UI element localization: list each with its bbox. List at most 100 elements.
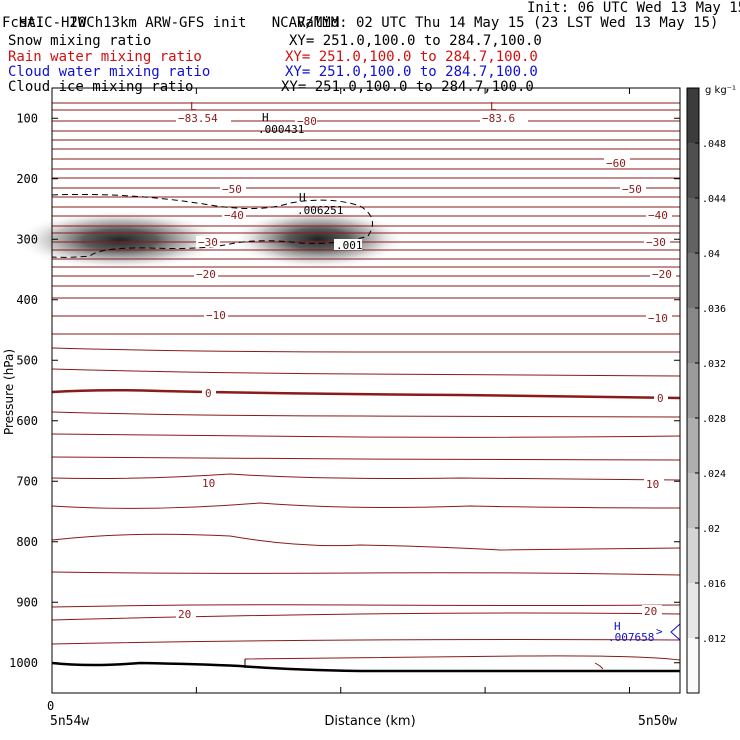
model-title: HAIC-HIWC 13km ARW-GFS init NCAR/MMM — [18, 15, 340, 31]
y-tick-label: 100 — [16, 111, 38, 125]
isotherm-line — [51, 388, 681, 400]
plot-frame — [51, 87, 681, 694]
colorbar-frame — [686, 87, 700, 694]
contour-label: 0 — [657, 392, 664, 405]
isotherm-line — [51, 571, 681, 576]
low-marker: L — [490, 100, 497, 113]
colorbar-tick-label: .012 — [702, 634, 726, 645]
x-tick-label-start: 0 — [47, 699, 54, 713]
contour-label: −30 — [646, 236, 666, 249]
contour-label: −60 — [606, 157, 626, 170]
isotherm-line — [51, 347, 680, 353]
colorbar-segment — [687, 198, 699, 253]
contour-label: −80 — [297, 115, 317, 128]
contour-label: −83.6 — [482, 112, 515, 125]
high-marker: H — [262, 111, 269, 124]
contour-label: −83.54 — [178, 112, 218, 125]
y-tick-label: 300 — [16, 232, 38, 246]
colorbar-tick-label: .024 — [702, 469, 726, 480]
contour-label: −30 — [198, 236, 218, 249]
colorbar-segment — [687, 88, 699, 143]
title-line: HAIC-HIWC 13km ARW-GFS init NCAR/MMM — [2, 1, 339, 31]
contour-label: −40 — [648, 209, 668, 222]
isotherm-line — [51, 433, 681, 438]
colorbar-tick-label: .048 — [702, 139, 726, 150]
forecast-hour: Fcst: 20 h — [2, 15, 104, 31]
snow-shading — [15, 209, 406, 270]
cloud-ice-contour-line — [51, 193, 373, 258]
colorbar-segment — [687, 583, 699, 638]
y-tick-label: 600 — [16, 414, 38, 428]
isotherm-line — [51, 411, 681, 418]
isotherm-line — [51, 473, 681, 481]
colorbar-tick-label: .044 — [702, 194, 726, 205]
high-marker: H — [299, 191, 306, 204]
cloud-water-wedge — [670, 623, 681, 641]
y-axis-label: Pressure (hPa) — [2, 349, 16, 435]
x-location-right: 5n50w — [638, 714, 677, 729]
isotherm-line — [51, 639, 681, 645]
colorbar-segment — [687, 363, 699, 418]
colorbar-segment — [687, 418, 699, 473]
colorbar-tick-label: .032 — [702, 359, 726, 370]
y-tick-label: 400 — [16, 293, 38, 307]
field-snow-xy: XY= 251.0,100.0 to 284.7,100.0 — [289, 33, 542, 49]
isotherm-line — [51, 612, 681, 621]
low-marker: L — [190, 100, 197, 113]
contour-label: 10 — [202, 477, 215, 490]
y-tick-label: 700 — [16, 474, 38, 488]
field-cloudwater-xy: XY= 251.0,100.0 to 284.7,100.0 — [285, 64, 538, 80]
isotherm-line — [51, 456, 681, 461]
colorbar-tick-label: .036 — [702, 304, 726, 315]
contour-label: −20 — [652, 268, 672, 281]
colorbar-tick-label: .04 — [702, 249, 720, 260]
temperature-contours — [51, 102, 681, 661]
colorbar-segment — [687, 308, 699, 363]
field-cloudice-name: Cloud ice mixing ratio — [8, 79, 194, 95]
isotherm-line — [51, 604, 681, 608]
contour-label: 0 — [205, 387, 212, 400]
colorbar-segment — [687, 143, 699, 198]
colorbar-segment — [687, 638, 699, 693]
contour-label: −20 — [196, 268, 216, 281]
init-time: Init: 06 UTC Wed 13 May 15 — [527, 0, 740, 16]
colorbar-segment — [687, 528, 699, 583]
field-cloudice-xy: XY= 251.0,100.0 to 284.7,100.0 — [281, 79, 534, 95]
colorbar-tick-label: .02 — [702, 524, 720, 535]
field-snow-name: Snow mixing ratio — [8, 33, 152, 49]
contour-label: −50 — [622, 183, 642, 196]
isotherm-line — [51, 533, 681, 551]
contour-label: −50 — [222, 183, 242, 196]
contour-value-label: .001 — [336, 239, 363, 252]
arrow-glyph: > — [656, 625, 663, 638]
x-axis-label: Distance (km) — [324, 714, 415, 729]
ground-surface — [51, 661, 680, 673]
contour-label: 20 — [644, 605, 657, 618]
temperature-labels: −83.54 −83.6 −80 −60 −50 −50 −40 −40 −30… — [178, 112, 672, 621]
colorbar-segment — [687, 473, 699, 528]
colorbar: .048 .044 .04 .036 .032 .028 .024 .02 .016 .012 — [686, 87, 726, 694]
y-tick-label: 200 — [16, 172, 38, 186]
contour-label: −10 — [206, 309, 226, 322]
high-value: .006251 — [297, 204, 343, 217]
extrema-labels: L L H .000431 H .006251 .001 H .007658 > — [190, 100, 663, 644]
high-value: .007658 — [608, 631, 654, 644]
isotherm-line — [51, 502, 681, 509]
snow-maximum-middle — [230, 209, 406, 269]
colorbar-segment — [687, 253, 699, 308]
colorbar-tick-label: .016 — [702, 579, 726, 590]
x-axis — [195, 88, 630, 693]
cloud-ice-contour — [51, 193, 373, 258]
contour-label: −10 — [648, 312, 668, 325]
label-masks — [176, 112, 676, 619]
small-hook — [594, 662, 604, 670]
y-tick-label: 900 — [16, 595, 38, 609]
valid-time: Valid: 02 UTC Thu 14 May 15 (23 LST Wed … — [297, 15, 719, 31]
contour-label: 20 — [178, 608, 191, 621]
field-rain-name: Rain water mixing ratio — [8, 49, 202, 65]
isotherm-line — [244, 655, 681, 661]
field-cloudwater-name: Cloud water mixing ratio — [8, 64, 211, 80]
y-tick-label: 800 — [16, 535, 38, 549]
